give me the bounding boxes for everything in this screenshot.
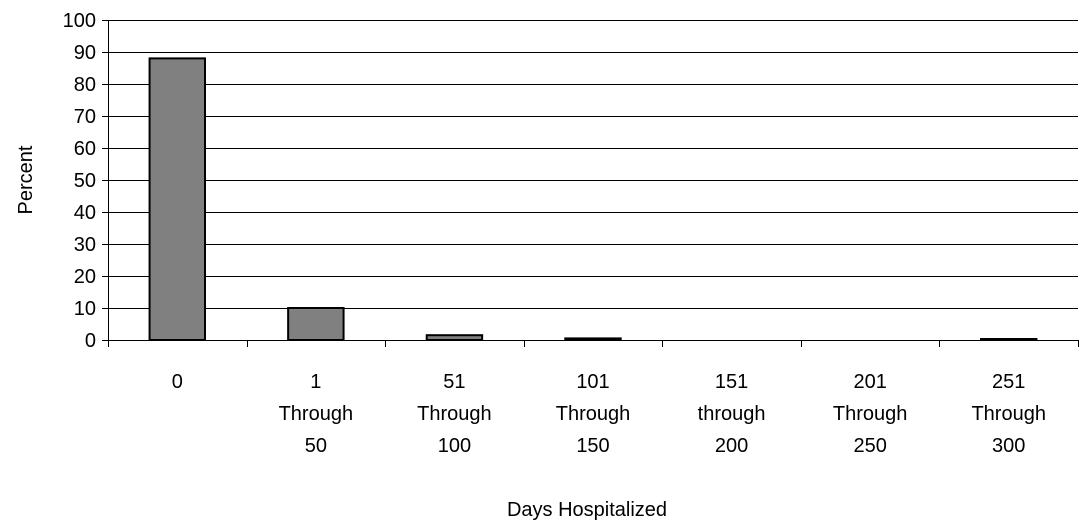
x-axis-title: Days Hospitalized [507, 499, 667, 521]
y-tick-label-40: 40 [74, 202, 96, 224]
bar-1 [287, 307, 345, 341]
x-tick-label-6: 251 Through 300 [971, 371, 1046, 457]
x-tick-label-1-line-2: 50 [305, 435, 327, 457]
y-tick-labels: 0 10 20 30 40 50 60 70 80 90 100 [63, 10, 96, 352]
gridlines [108, 20, 1078, 309]
x-tick-labels: 0 1 Through 50 51 Through 100 101 Through 150 151 t… [172, 371, 1046, 457]
y-tick-label-100: 100 [63, 10, 96, 32]
y-tick-label-90: 90 [74, 42, 96, 64]
x-tick-label-5-line-2: 250 [853, 435, 886, 457]
y-axis-title: Percent [15, 145, 37, 214]
x-tick-label-2: 51 Through 100 [417, 371, 492, 457]
x-tick-label-4-line-0: 151 [715, 371, 748, 393]
x-tick-label-4-line-2: 200 [715, 435, 748, 457]
x-tick-label-1: 1 Through 50 [279, 371, 354, 457]
y-tick-label-70: 70 [74, 106, 96, 128]
y-tick-label-10: 10 [74, 298, 96, 320]
x-tick-label-5-line-1: Through [833, 403, 908, 425]
bar-3 [564, 337, 622, 341]
bar-6 [980, 338, 1038, 341]
x-tick-label-5: 201 Through 250 [833, 371, 908, 457]
x-tick-label-3: 101 Through 150 [556, 371, 631, 457]
x-tick-label-4-line-1: through [698, 403, 766, 425]
x-tick-label-2-line-0: 51 [443, 371, 465, 393]
axes [102, 20, 1079, 347]
x-tick-label-3-line-0: 101 [576, 371, 609, 393]
x-tick-label-2-line-1: Through [417, 403, 492, 425]
y-tick-label-60: 60 [74, 138, 96, 160]
x-tick-label-4: 151 through 200 [698, 371, 766, 457]
y-tick-label-50: 50 [74, 170, 96, 192]
x-tick-label-1-line-1: Through [279, 403, 354, 425]
bar-2 [425, 334, 484, 342]
y-tick-label-30: 30 [74, 234, 96, 256]
x-tick-label-5-line-0: 201 [853, 371, 886, 393]
x-tick-label-1-line-0: 1 [310, 371, 321, 393]
bar-0 [148, 57, 206, 342]
x-tick-label-6-line-0: 251 [992, 371, 1025, 393]
x-tick-label-2-line-2: 100 [438, 435, 471, 457]
x-tick-label-0: 0 [172, 371, 183, 393]
y-tick-label-20: 20 [74, 266, 96, 288]
y-tick-label-80: 80 [74, 74, 96, 96]
x-tick-label-0-line-0: 0 [172, 371, 183, 393]
y-tick-label-0: 0 [85, 330, 96, 352]
x-tick-label-3-line-2: 150 [576, 435, 609, 457]
bars [148, 57, 1038, 342]
x-tick-label-6-line-2: 300 [992, 435, 1025, 457]
x-tick-label-3-line-1: Through [556, 403, 631, 425]
x-tick-label-6-line-1: Through [971, 403, 1046, 425]
